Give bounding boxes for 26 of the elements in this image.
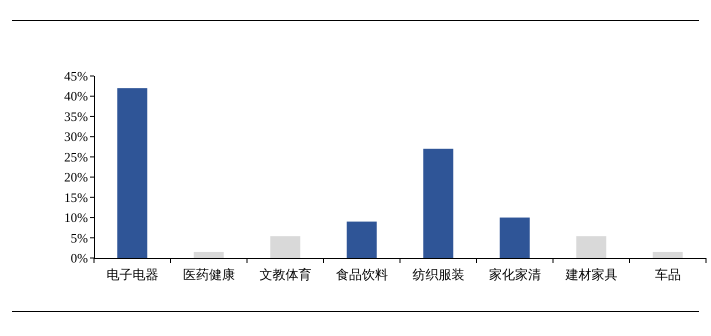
y-tick-label: 30% [64, 129, 88, 144]
y-tick-label: 45% [64, 68, 88, 84]
bar [346, 222, 377, 258]
x-tick-label: 文教体育 [259, 267, 312, 282]
y-tick-label: 40% [64, 88, 88, 104]
y-tick-label: 10% [64, 210, 88, 226]
y-tick-label: 15% [64, 190, 88, 205]
bar [194, 252, 224, 258]
x-tick-label: 家化家清 [488, 267, 541, 282]
y-tick-label: 25% [64, 149, 88, 164]
bar [500, 218, 530, 258]
x-tick-label: 电子电器 [106, 267, 158, 282]
x-tick-label: 食品饮料 [336, 267, 388, 282]
y-tick-label: 35% [64, 108, 88, 124]
bar [423, 148, 454, 258]
x-tick-label: 医药健康 [182, 267, 235, 282]
x-tick-label: 车品 [654, 267, 681, 282]
x-tick-label: 纺织服装 [412, 267, 464, 282]
y-tick-label: 5% [70, 230, 88, 246]
bar [576, 236, 606, 258]
bar [117, 88, 148, 258]
bar [652, 252, 683, 258]
y-tick-label: 0% [70, 250, 88, 266]
y-tick-label: 20% [64, 170, 88, 185]
bar [270, 236, 300, 258]
x-tick-label: 建材家具 [564, 267, 618, 282]
